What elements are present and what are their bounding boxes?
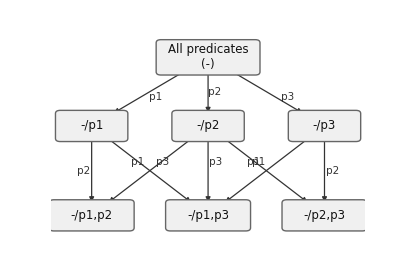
Text: -/p2,p3: -/p2,p3: [303, 209, 345, 222]
Text: p3: p3: [281, 92, 294, 102]
Text: -/p1: -/p1: [80, 119, 103, 133]
Text: p2: p2: [325, 166, 338, 176]
FancyBboxPatch shape: [55, 110, 128, 141]
Text: p1: p1: [251, 157, 264, 167]
Text: p3: p3: [156, 157, 168, 167]
FancyBboxPatch shape: [281, 200, 366, 231]
Text: p2: p2: [208, 87, 221, 97]
FancyBboxPatch shape: [171, 110, 244, 141]
Text: p2: p2: [77, 166, 90, 176]
Text: All predicates
(-): All predicates (-): [167, 43, 248, 71]
Text: p3: p3: [209, 157, 222, 167]
FancyBboxPatch shape: [288, 110, 360, 141]
Text: p1: p1: [130, 157, 143, 167]
Text: -/p1,p2: -/p1,p2: [70, 209, 113, 222]
Text: -/p2: -/p2: [196, 119, 219, 133]
Text: -/p3: -/p3: [312, 119, 335, 133]
Text: -/p1,p3: -/p1,p3: [187, 209, 228, 222]
FancyBboxPatch shape: [165, 200, 250, 231]
FancyBboxPatch shape: [49, 200, 134, 231]
FancyBboxPatch shape: [156, 40, 259, 75]
Text: p1: p1: [149, 92, 162, 102]
Text: p1: p1: [247, 157, 260, 167]
